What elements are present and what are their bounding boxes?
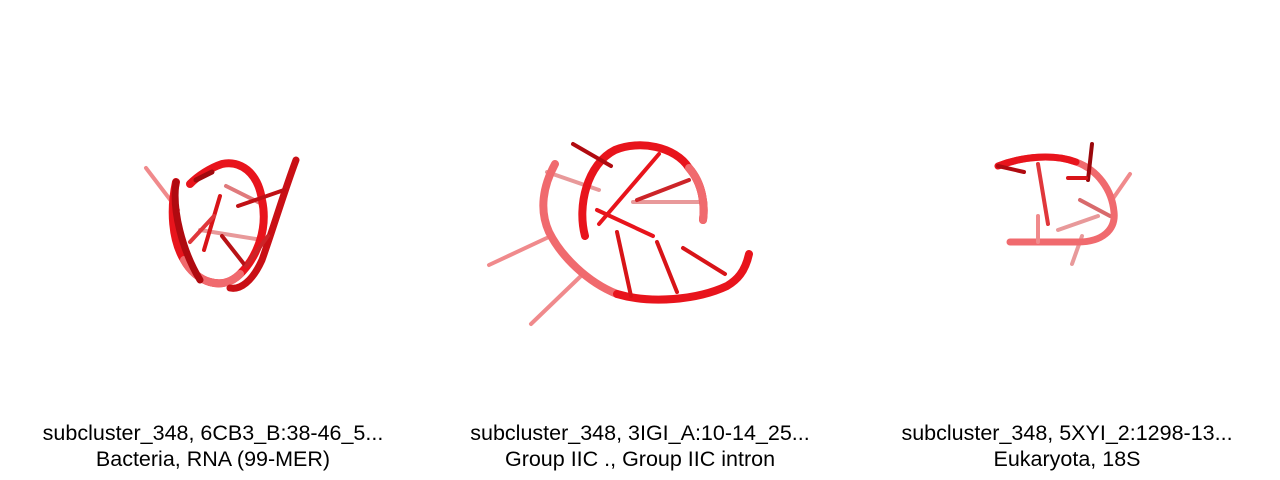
structure-panel-2: subcluster_348, 3IGI_A:10-14_25... Group…	[427, 0, 853, 480]
structure-panel-1: subcluster_348, 6CB3_B:38-46_5... Bacter…	[0, 0, 426, 480]
rna-structure-3	[994, 142, 1132, 266]
backbone-2	[613, 250, 753, 304]
panel-title: subcluster_348, 6CB3_B:38-46_5...	[42, 421, 384, 445]
base-sticks-back	[1056, 172, 1132, 266]
base-sticks-front	[571, 142, 727, 298]
panel-subtitle: Bacteria, RNA (99-MER)	[95, 447, 331, 471]
caption-1: subcluster_348, 6CB3_B:38-46_5... Bacter…	[0, 420, 426, 472]
base-sticks-front	[996, 142, 1094, 244]
panel-title: subcluster_348, 5XYI_2:1298-13...	[901, 421, 1233, 445]
caption-2: subcluster_348, 3IGI_A:10-14_25... Group…	[427, 420, 853, 472]
rna-structure-2	[487, 141, 753, 326]
panel-subtitle: Eukaryota, 18S	[993, 447, 1141, 471]
panel-title: subcluster_348, 3IGI_A:10-14_25...	[470, 421, 810, 445]
base-sticks-front	[188, 169, 286, 268]
panel-subtitle: Group IIC ., Group IIC intron	[504, 447, 776, 471]
caption-3: subcluster_348, 5XYI_2:1298-13... Eukary…	[854, 420, 1280, 472]
rna-structure-1	[144, 156, 300, 292]
structure-panel-3: subcluster_348, 5XYI_2:1298-13... Eukary…	[854, 0, 1280, 480]
